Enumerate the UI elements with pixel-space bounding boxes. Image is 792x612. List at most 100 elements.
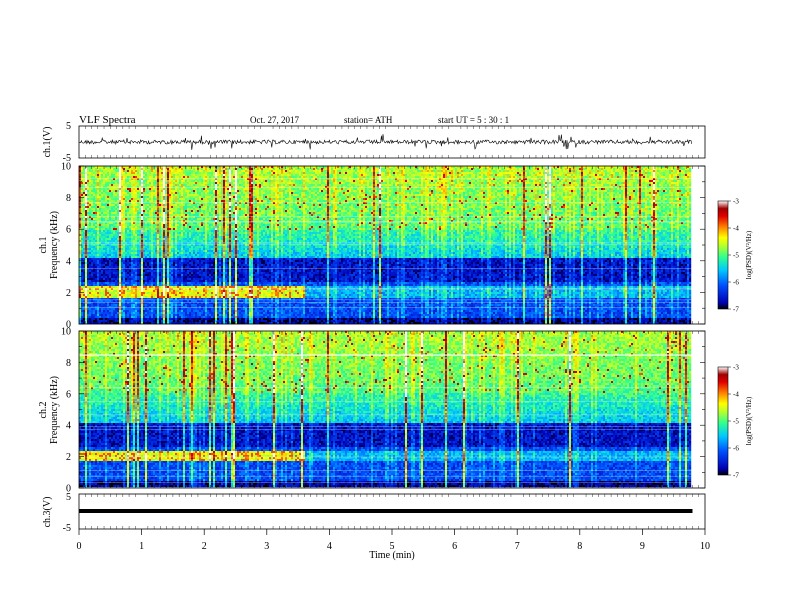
spec-cell (101, 172, 103, 174)
spec-cell (123, 270, 125, 272)
spec-cell (137, 174, 139, 176)
spec-cell (123, 300, 125, 302)
spec-cell (87, 312, 89, 314)
spec-cell (95, 286, 97, 288)
spec-cell (139, 254, 141, 256)
spec-cell (117, 238, 119, 240)
spec-cell (147, 182, 149, 184)
spec-cell (97, 248, 99, 250)
spec-cell (129, 270, 131, 272)
spec-cell (139, 320, 141, 322)
spec-cell (89, 276, 91, 278)
spec-cell (113, 252, 115, 254)
spec-cell (141, 246, 143, 248)
spec-cell (123, 192, 125, 194)
spec-cell (81, 300, 83, 302)
spec-cell (135, 210, 137, 212)
spec-cell (137, 318, 139, 320)
spec-cell (149, 214, 151, 216)
spec-cell (145, 286, 147, 288)
spec-cell (111, 170, 113, 172)
spec-cell (97, 198, 99, 200)
spec-cell (141, 184, 143, 186)
spec-cell (127, 240, 129, 242)
spec-cell (105, 210, 107, 212)
spec-cell (131, 180, 133, 182)
spec-cell (99, 282, 101, 284)
spec-cell (81, 290, 83, 292)
spec-cell (127, 218, 129, 220)
spec-cell (137, 184, 139, 186)
spec-cell (137, 260, 139, 262)
spec-cell (137, 178, 139, 180)
spec-cell (81, 216, 83, 218)
spec-cell (143, 258, 145, 260)
spec-cell (93, 178, 95, 180)
spec-cell (109, 232, 111, 234)
spec-cell (91, 174, 93, 176)
spec-cell (149, 196, 151, 198)
spec-cell (89, 174, 91, 176)
spec-cell (81, 278, 83, 280)
spec-cell (83, 320, 85, 322)
spec-cell (111, 254, 113, 256)
spec-cell (101, 214, 103, 216)
spec-cell (133, 178, 135, 180)
spec-cell (115, 214, 117, 216)
spec-cell (97, 260, 99, 262)
spec-cell (139, 236, 141, 238)
spec-cell (145, 252, 147, 254)
spec-cell (135, 192, 137, 194)
spec-cell (129, 254, 131, 256)
spec-cell (139, 224, 141, 226)
spec-cell (137, 228, 139, 230)
spec-cell (103, 312, 105, 314)
spec-cell (97, 256, 99, 258)
spec-cell (109, 190, 111, 192)
spec-cell (131, 264, 133, 266)
spec-cell (129, 308, 131, 310)
spec-cell (93, 278, 95, 280)
spec-cell (95, 236, 97, 238)
spec-cell (101, 254, 103, 256)
spec-cell (117, 262, 119, 264)
spec-cell (105, 218, 107, 220)
spec-cell (121, 294, 123, 296)
spec-cell (135, 178, 137, 180)
spec-cell (141, 290, 143, 292)
spec-cell (135, 172, 137, 174)
spec-cell (119, 312, 121, 314)
spec-cell (93, 316, 95, 318)
spec-cell (133, 228, 135, 230)
spec-cell (83, 222, 85, 224)
spec-cell (111, 218, 113, 220)
spec-cell (111, 176, 113, 178)
spec-cell (123, 284, 125, 286)
spec-cell (119, 260, 121, 262)
spec-cell (81, 252, 83, 254)
spec-cell (105, 272, 107, 274)
spec-cell (81, 220, 83, 222)
spec-cell (141, 172, 143, 174)
spec-cell (95, 170, 97, 172)
spec-cell (133, 168, 135, 170)
spec-cell (121, 220, 123, 222)
spec-cell (117, 256, 119, 258)
spec-cell (139, 180, 141, 182)
spec-cell (111, 208, 113, 210)
spec-cell (129, 310, 131, 312)
spec-cell (113, 228, 115, 230)
spec-cell (99, 258, 101, 260)
spec-cell (89, 204, 91, 206)
spec-cell (119, 276, 121, 278)
spec-cell (145, 224, 147, 226)
spec-cell (103, 190, 105, 192)
spec-cell (133, 184, 135, 186)
spec-cell (121, 196, 123, 198)
spec-cell (97, 318, 99, 320)
spec-cell (99, 274, 101, 276)
spec-cell (97, 174, 99, 176)
spec-cell (123, 198, 125, 200)
spec-cell (91, 296, 93, 298)
spec-cell (133, 300, 135, 302)
